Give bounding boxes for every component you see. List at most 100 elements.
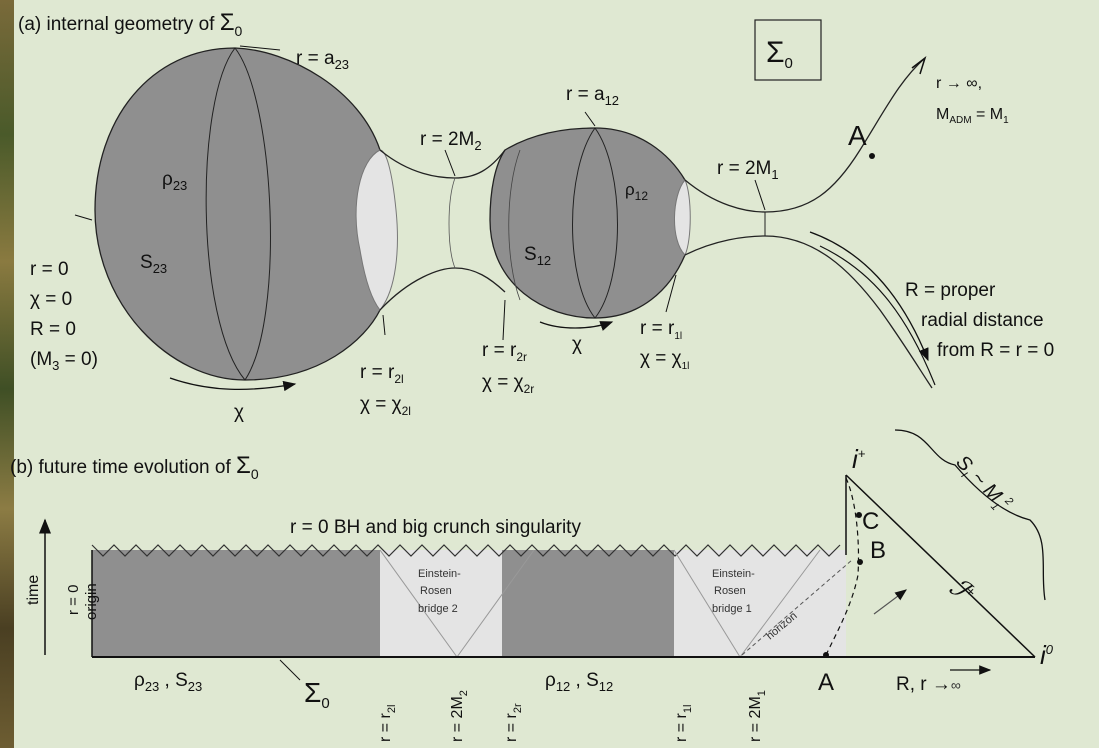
label-rho23: ρ23 (162, 169, 187, 193)
label-chi-s23: χ (234, 402, 244, 423)
sigma-box-label: Σ0 (766, 36, 793, 72)
label-er1-line3: bridge 1 (712, 603, 752, 615)
label-i-plus: i+ (852, 444, 866, 474)
label-s12: S12 (524, 244, 551, 268)
label-R-r-inf: R, r →∞ (896, 674, 961, 695)
label-er1-line2: Rosen (714, 585, 746, 597)
singularity-zigzag (91, 544, 841, 557)
label-r-a12: r = a12 (566, 84, 619, 108)
region-er-bridge-2 (380, 550, 502, 657)
label-m-adm: MADM = M1 (936, 106, 1009, 126)
label-point-b: B (870, 537, 886, 564)
label-sigma0-b: Σ0 (304, 677, 330, 712)
label-rho12-s12: ρ12 , S12 (545, 670, 613, 694)
chi-arrow-s12 (539, 321, 614, 331)
region-rho12 (502, 550, 674, 657)
region-rho23 (92, 550, 380, 657)
label-singularity: r = 0 BH and big crunch singularity (290, 517, 581, 538)
panel-b-title: (b) future time evolution of Σ0 (10, 452, 259, 482)
proper-distance-arrow-2 (819, 245, 936, 386)
label-r-2m1: r = 2M1 (717, 158, 779, 182)
label-er1-line1: Einstein- (712, 568, 755, 580)
leader-2m2 (444, 149, 456, 177)
leader-r2l (382, 314, 386, 336)
label-r-a23: r = a23 (296, 48, 349, 72)
label-i-zero: i0 (1040, 640, 1054, 670)
label-chi-2r: χ = χ2r (482, 372, 534, 396)
neck-2-bottom (379, 267, 506, 311)
chi-arrow-s23 (169, 377, 297, 392)
axis-label-r2r: r = r2r (503, 703, 524, 742)
point-b-dot (857, 559, 863, 565)
leader-r0 (74, 214, 93, 221)
label-left-chi0: χ = 0 (30, 289, 72, 310)
label-er2-line1: Einstein- (418, 568, 461, 580)
label-chi-2l: χ = χ2l (360, 394, 411, 418)
point-a-b-dot (823, 652, 829, 658)
horizon-line (741, 559, 853, 656)
axis-label-2m2: r = 2M2 (449, 690, 470, 742)
sphere-s12-cap (674, 179, 691, 256)
label-proper-2: radial distance (921, 310, 1044, 331)
sphere-s23-meridian-2 (234, 47, 271, 381)
label-origin-2: origin (83, 583, 100, 620)
sigma-box (754, 19, 822, 81)
label-point-a: A (848, 120, 867, 151)
er2-line-2 (456, 549, 535, 658)
panel-a-title: (a) internal geometry of Σ0 (18, 9, 243, 39)
outer-neck-bottom (684, 235, 933, 389)
sphere-s12-meridian-3 (508, 149, 521, 301)
neck-2-ring (448, 177, 456, 269)
leader-2m1 (754, 179, 766, 211)
label-proper-3: from R = r = 0 (937, 340, 1054, 361)
label-chi-s12: χ (572, 334, 582, 355)
axis-label-r1l: r = r1l (673, 705, 694, 742)
leader-a12 (584, 111, 596, 127)
proper-distance-arrow (809, 231, 929, 362)
label-scri-plus: ℐ+ (944, 572, 981, 609)
point-c-dot (856, 512, 862, 518)
leader-r1l (665, 274, 677, 313)
label-left-m3: (M3 = 0) (30, 349, 98, 373)
region-er-bridge-1 (674, 550, 846, 657)
label-entropy-scaling: SI ~ M12 (949, 450, 1015, 517)
axis-label-r2l: r = r2l (377, 705, 398, 742)
scri-plus-line (845, 474, 1036, 658)
er1-line-1 (673, 549, 741, 658)
sphere-s12 (489, 127, 686, 319)
label-r-infinity: r → ∞, (936, 75, 982, 92)
label-r-2m2: r = 2M2 (420, 129, 482, 153)
point-a-dot (869, 153, 875, 159)
label-point-a-b: A (818, 669, 834, 696)
sphere-s23-meridian-1 (205, 47, 246, 381)
horizon-arrow (873, 589, 907, 615)
neck-2-top (379, 149, 506, 179)
er2-line-1 (379, 549, 458, 658)
outer-neck-top (684, 57, 926, 213)
label-rho23-s23: ρ23 , S23 (134, 670, 202, 694)
entropy-brace (894, 429, 1046, 601)
decorative-edge (0, 0, 14, 748)
er1-line-2 (739, 549, 821, 658)
label-proper-1: R = proper (905, 280, 996, 301)
label-time: time (25, 575, 42, 605)
label-s23: S23 (140, 252, 167, 276)
label-r-r2l: r = r2l (360, 362, 404, 386)
leader-r2r (502, 299, 506, 341)
sphere-s12-meridian-2 (594, 127, 618, 319)
leader-a23 (239, 45, 281, 51)
leader-sigma0 (279, 659, 301, 681)
label-origin-1: r = 0 (65, 585, 82, 615)
label-chi-1l: χ = χ1l (640, 348, 689, 372)
label-er2-line2: Rosen (420, 585, 452, 597)
label-point-c: C (862, 508, 879, 535)
infinity-arrow-head (911, 55, 927, 75)
label-r-r1l: r = r1l (640, 318, 682, 342)
label-er2-line3: bridge 2 (418, 603, 458, 615)
label-rho12: ρ12 (625, 180, 648, 203)
label-r-r2r: r = r2r (482, 340, 527, 364)
sphere-s12-meridian-1 (572, 127, 596, 319)
label-left-r0: r = 0 (30, 259, 69, 280)
